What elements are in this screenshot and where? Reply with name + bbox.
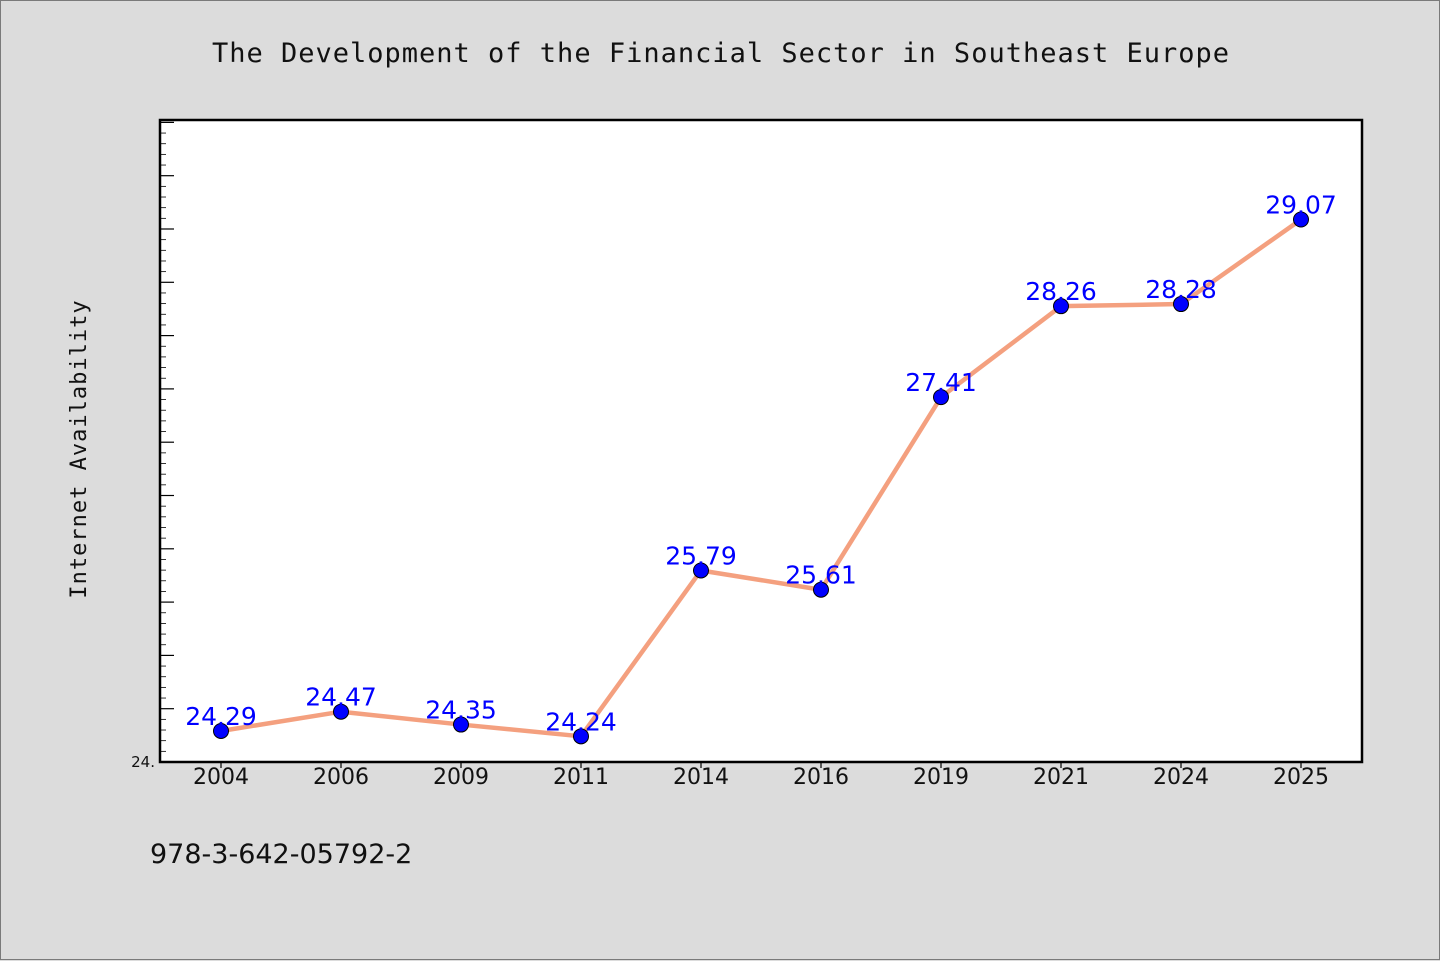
- data-point-marker: [1293, 211, 1309, 228]
- data-point-marker: [1173, 296, 1189, 313]
- x-axis-ticks: 2004 2006 2009 2011 2014 2016 2019 2021 2024 2025: [193, 762, 1329, 790]
- plot-area: [158, 118, 1364, 764]
- data-labels: 24.29 24.47 24.35 24.24 25.79 25.61 27.41 28.26…: [185, 191, 1337, 737]
- data-point-marker: [813, 581, 829, 598]
- data-label: 27.41: [905, 368, 977, 397]
- data-point-marker: [573, 728, 589, 745]
- data-point-marker: [933, 389, 949, 406]
- x-tick-label: 2009: [433, 765, 489, 790]
- x-tick-label: 2019: [913, 765, 969, 790]
- series-markers: [213, 211, 1309, 745]
- data-label: 28.28: [1145, 275, 1217, 304]
- data-point-marker: [693, 562, 709, 579]
- x-tick-label: 2024: [1153, 765, 1209, 790]
- chart-title: The Development of the Financial Sector …: [212, 38, 1230, 69]
- data-point-marker: [1053, 298, 1069, 315]
- data-label: 29.07: [1265, 191, 1337, 220]
- data-label: 24.47: [305, 683, 377, 712]
- data-label: 28.26: [1025, 277, 1097, 306]
- x-tick-label: 2006: [313, 765, 369, 790]
- data-point-marker: [213, 722, 229, 739]
- footer-isbn: 978-3-642-05792-2: [150, 839, 412, 870]
- x-tick-label: 2021: [1033, 765, 1089, 790]
- x-tick-label: 2014: [673, 765, 729, 790]
- data-label: 25.79: [665, 541, 737, 570]
- x-tick-label: 2016: [793, 765, 849, 790]
- y-axis-minor-ticks: [160, 121, 174, 752]
- x-tick-label: 2011: [553, 765, 609, 790]
- data-label: 24.35: [425, 696, 497, 725]
- data-point-marker: [333, 703, 349, 720]
- data-label: 24.24: [545, 707, 617, 736]
- x-tick-label: 2004: [193, 765, 249, 790]
- data-point-marker: [453, 716, 469, 733]
- x-tick-label: 2025: [1273, 765, 1329, 790]
- series-line: [218, 217, 1304, 739]
- data-label: 25.61: [785, 561, 857, 590]
- data-label: 24.29: [185, 702, 257, 731]
- y-axis-tick-label: 24.: [131, 753, 155, 771]
- y-axis-label: Internet Availability: [67, 299, 92, 598]
